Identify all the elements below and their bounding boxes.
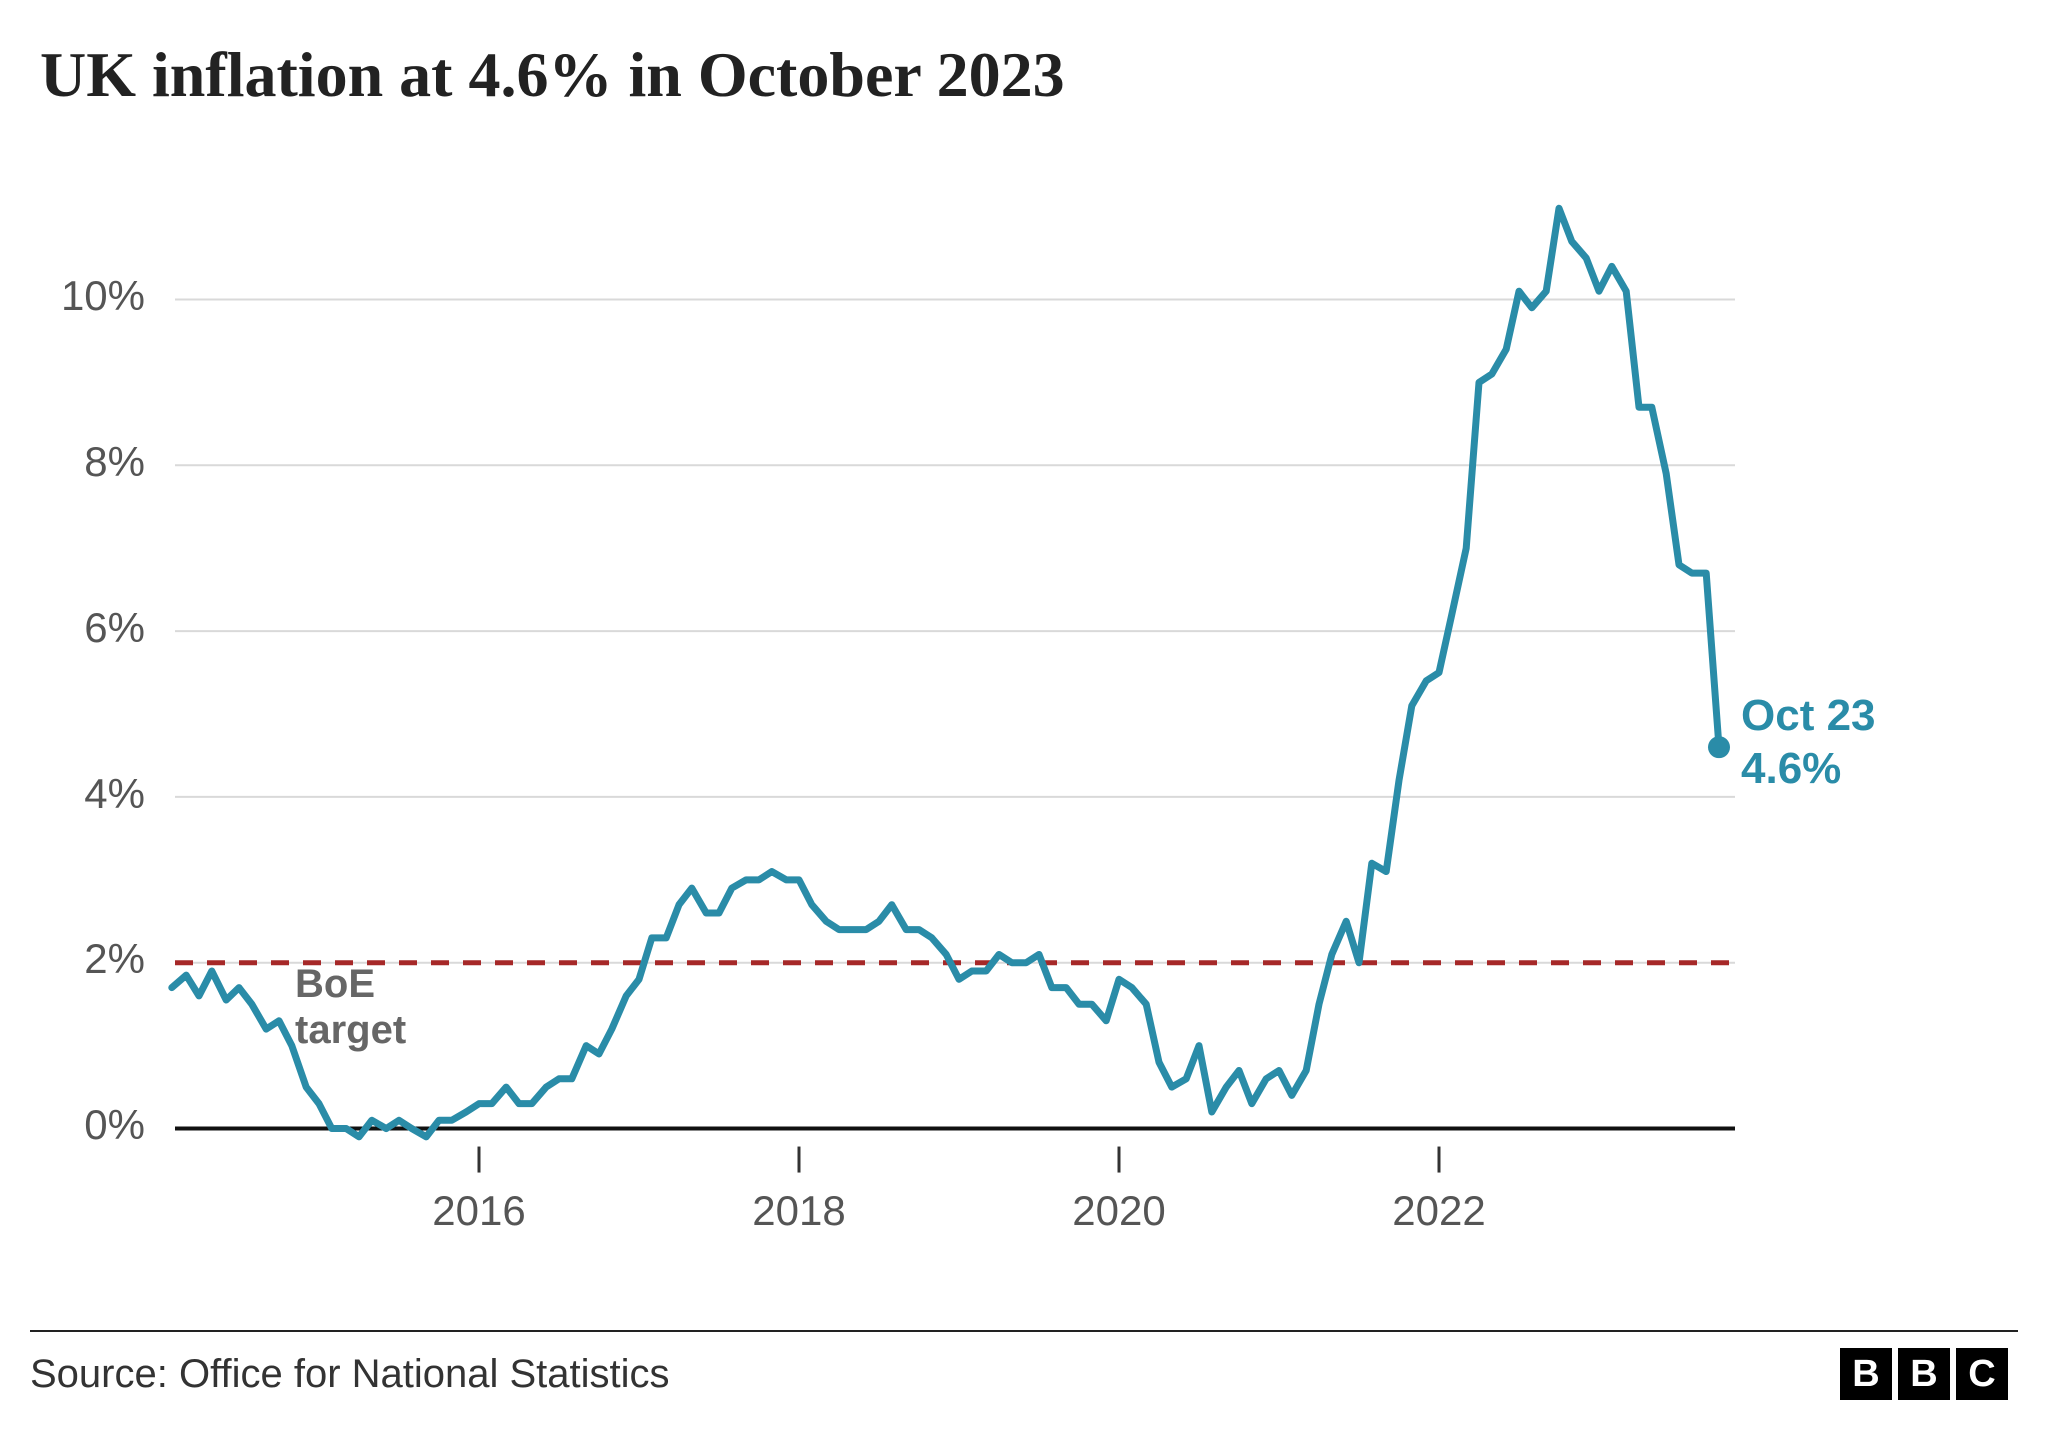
end-point-label-line2: 4.6% xyxy=(1741,744,1841,793)
bbc-logo-block: C xyxy=(1956,1348,2008,1400)
y-axis-tick-label: 0% xyxy=(0,1101,145,1149)
boe-target-label-line1: BoE xyxy=(295,962,375,1006)
y-axis-tick-label: 2% xyxy=(0,935,145,983)
y-axis-tick-label: 6% xyxy=(0,604,145,652)
inflation-line-chart xyxy=(0,0,2048,1300)
boe-target-label-line2: target xyxy=(295,1008,406,1052)
bbc-logo: BBC xyxy=(1840,1348,2008,1400)
y-axis-tick-label: 4% xyxy=(0,770,145,818)
end-point-label: Oct 23 4.6% xyxy=(1741,690,1876,796)
x-axis-tick-label: 2018 xyxy=(719,1187,879,1235)
source-text: Source: Office for National Statistics xyxy=(30,1352,670,1397)
x-axis-tick-label: 2022 xyxy=(1359,1187,1519,1235)
y-axis-tick-label: 10% xyxy=(0,272,145,320)
bbc-logo-block: B xyxy=(1898,1348,1950,1400)
x-axis-tick-label: 2016 xyxy=(399,1187,559,1235)
bbc-logo-block: B xyxy=(1840,1348,1892,1400)
footer-divider xyxy=(30,1330,2018,1332)
boe-target-label: BoE target xyxy=(295,961,406,1053)
end-point-label-line1: Oct 23 xyxy=(1741,691,1876,740)
y-axis-tick-label: 8% xyxy=(0,438,145,486)
x-axis-tick-label: 2020 xyxy=(1039,1187,1199,1235)
